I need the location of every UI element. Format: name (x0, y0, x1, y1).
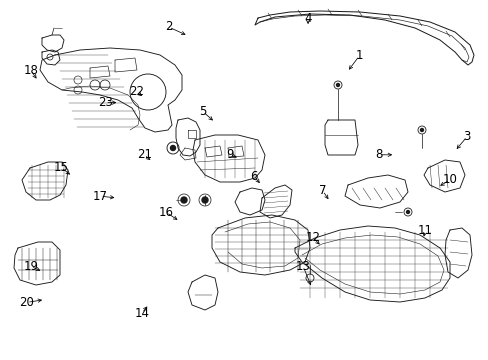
Circle shape (420, 129, 423, 131)
Text: 5: 5 (199, 105, 206, 118)
Text: 10: 10 (442, 174, 456, 186)
Text: 22: 22 (129, 85, 144, 98)
Text: 2: 2 (164, 21, 172, 33)
Circle shape (181, 197, 186, 203)
Text: 12: 12 (305, 231, 320, 244)
Text: 17: 17 (93, 190, 107, 203)
Circle shape (336, 84, 339, 86)
Text: 11: 11 (417, 224, 432, 237)
Text: 13: 13 (295, 260, 310, 273)
Text: 20: 20 (20, 296, 34, 309)
Circle shape (170, 145, 175, 150)
Text: 16: 16 (159, 206, 173, 219)
Text: 8: 8 (374, 148, 382, 161)
Text: 3: 3 (462, 130, 470, 143)
Text: 14: 14 (134, 307, 149, 320)
Circle shape (202, 197, 207, 203)
Text: 9: 9 (225, 148, 233, 161)
Text: 23: 23 (98, 96, 112, 109)
Text: 18: 18 (23, 64, 38, 77)
Text: 6: 6 (250, 170, 258, 183)
Text: 21: 21 (137, 148, 151, 161)
Text: 1: 1 (355, 49, 363, 62)
Text: 19: 19 (23, 260, 38, 273)
Text: 4: 4 (304, 12, 311, 24)
Text: 7: 7 (318, 184, 326, 197)
Circle shape (406, 211, 408, 213)
Text: 15: 15 (54, 161, 68, 174)
